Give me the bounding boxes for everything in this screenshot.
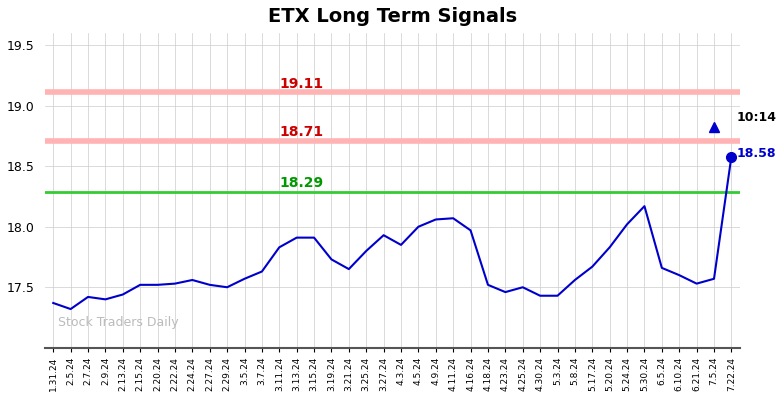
Text: 18.71: 18.71 bbox=[279, 125, 324, 139]
Text: 19.11: 19.11 bbox=[279, 76, 324, 90]
Text: 10:14: 10:14 bbox=[737, 111, 777, 125]
Text: 18.29: 18.29 bbox=[279, 176, 324, 190]
Text: Stock Traders Daily: Stock Traders Daily bbox=[59, 316, 179, 329]
Title: ETX Long Term Signals: ETX Long Term Signals bbox=[268, 7, 517, 26]
Text: 18.58: 18.58 bbox=[737, 146, 776, 160]
